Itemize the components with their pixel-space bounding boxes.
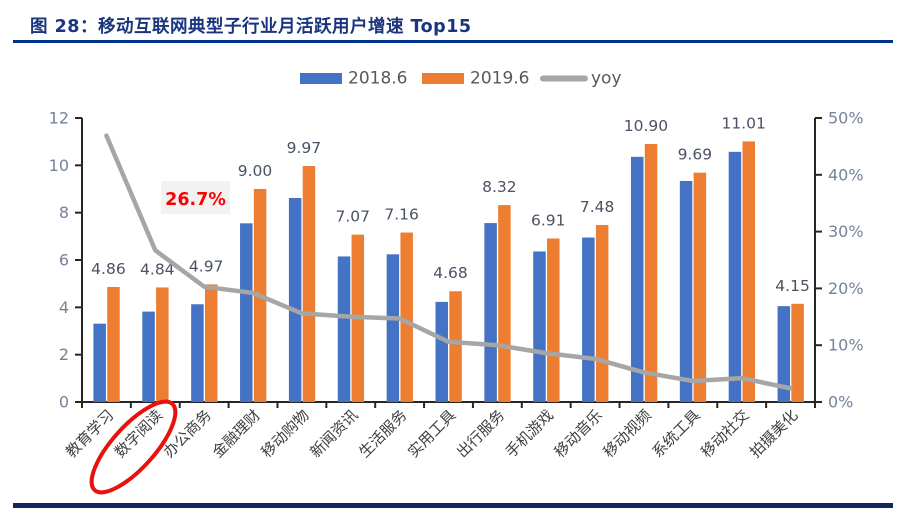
title-underline <box>13 40 893 43</box>
bar-value-label: 4.15 <box>775 277 810 295</box>
category-label-移动视频: 移动视频 <box>600 406 655 461</box>
bar-2018.6-新闻资讯 <box>337 256 351 402</box>
left-axis-tick-label: 8 <box>59 203 69 222</box>
bar-2018.6-系统工具 <box>679 180 693 402</box>
category-label-金融理财: 金融理财 <box>209 406 264 461</box>
bar-value-label: 11.01 <box>722 114 766 132</box>
category-label-移动购物: 移动购物 <box>258 406 313 461</box>
bar-2018.6-移动购物 <box>288 197 302 402</box>
bar-value-label: 4.84 <box>140 260 175 278</box>
bar-2019.6-实用工具 <box>449 291 462 402</box>
category-label-出行服务: 出行服务 <box>453 406 508 461</box>
bar-2018.6-金融理财 <box>240 223 253 402</box>
bar-2019.6-移动音乐 <box>595 224 609 402</box>
bar-2019.6-系统工具 <box>693 172 707 402</box>
right-axis-tick-label: 30% <box>828 222 864 241</box>
right-axis-tick-label: 40% <box>828 165 864 184</box>
bar-2018.6-办公商务 <box>191 304 204 402</box>
category-label-新闻资讯: 新闻资讯 <box>306 406 361 461</box>
footer-rule <box>13 503 893 508</box>
bar-value-label: 6.91 <box>531 211 566 229</box>
annotation-text: 26.7% <box>165 190 226 210</box>
bar-2019.6-移动购物 <box>302 166 316 402</box>
legend-swatch-2018.6 <box>300 73 342 84</box>
left-axis-tick-label: 6 <box>59 251 69 270</box>
bar-2018.6-移动视频 <box>630 156 644 402</box>
bar-value-label: 8.32 <box>482 178 517 196</box>
left-axis-tick-label: 0 <box>59 393 69 412</box>
legend-label-yoy: yoy <box>591 69 622 89</box>
category-label-教育学习: 教育学习 <box>62 406 117 461</box>
bar-2018.6-数字阅读 <box>142 311 155 402</box>
left-axis-tick-label: 12 <box>49 109 69 128</box>
category-label-系统工具: 系统工具 <box>648 406 703 461</box>
bar-2018.6-教育学习 <box>93 323 106 402</box>
yoy-line <box>104 133 793 391</box>
category-label-实用工具: 实用工具 <box>404 406 459 461</box>
bar-2018.6-移动社交 <box>728 151 742 402</box>
bar-2019.6-出行服务 <box>498 205 511 402</box>
figure-title: 图 28：移动互联网典型子行业月活跃用户增速 Top15 <box>30 17 472 37</box>
category-label-手机游戏: 手机游戏 <box>502 406 557 461</box>
bar-value-label: 4.86 <box>91 260 126 278</box>
right-axis-tick-label: 50% <box>828 109 864 128</box>
annotation-box <box>161 181 230 214</box>
bar-2019.6-教育学习 <box>107 286 120 402</box>
right-axis-tick-label: 20% <box>828 279 864 298</box>
bar-2019.6-拍摄美化 <box>791 303 804 402</box>
bar-2019.6-移动视频 <box>644 144 658 403</box>
bar-2018.6-移动音乐 <box>582 237 595 402</box>
bar-value-label: 7.16 <box>384 206 419 224</box>
bar-2018.6-拍摄美化 <box>777 306 791 402</box>
bar-value-label: 9.00 <box>238 162 273 180</box>
right-axis-tick-label: 0% <box>828 393 853 412</box>
bar-value-label: 7.07 <box>336 208 371 226</box>
highlight-ellipse <box>89 399 178 495</box>
bar-value-label: 9.97 <box>287 139 322 157</box>
bar-2019.6-办公商务 <box>204 284 218 402</box>
bar-2018.6-手机游戏 <box>533 251 546 402</box>
legend-swatch-2019.6 <box>422 73 464 84</box>
bar-2018.6-出行服务 <box>484 223 497 402</box>
bar-value-label: 4.68 <box>433 264 468 282</box>
right-axis-tick-label: 10% <box>828 336 864 355</box>
category-label-移动音乐: 移动音乐 <box>551 406 606 461</box>
category-label-移动社交: 移动社交 <box>697 406 752 461</box>
category-label-拍摄美化: 拍摄美化 <box>746 406 801 461</box>
bar-2019.6-数字阅读 <box>156 287 169 402</box>
left-axis-tick-label: 10 <box>49 156 69 175</box>
legend-label-2019.6: 2019.6 <box>470 69 529 89</box>
bar-2018.6-实用工具 <box>435 301 448 402</box>
bar-value-label: 10.90 <box>624 117 668 135</box>
bar-2019.6-手机游戏 <box>547 238 560 402</box>
bar-value-label: 4.97 <box>189 257 224 275</box>
category-label-生活服务: 生活服务 <box>355 406 410 461</box>
bar-2019.6-生活服务 <box>400 232 413 402</box>
bar-value-label: 7.48 <box>580 198 615 216</box>
legend-label-2018.6: 2018.6 <box>348 69 407 89</box>
bar-2019.6-移动社交 <box>742 141 755 402</box>
bar-2018.6-生活服务 <box>386 254 400 402</box>
left-axis-tick-label: 4 <box>59 298 69 317</box>
left-axis-tick-label: 2 <box>59 345 69 364</box>
bar-value-label: 9.69 <box>678 146 713 164</box>
